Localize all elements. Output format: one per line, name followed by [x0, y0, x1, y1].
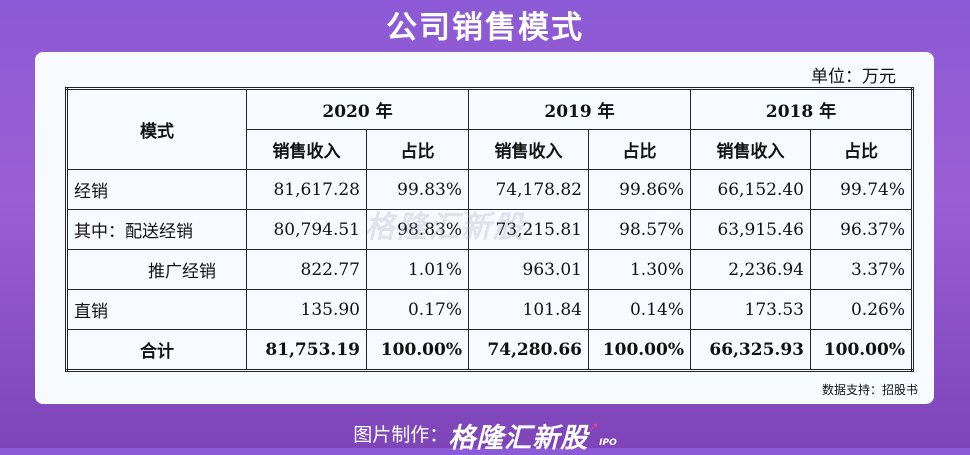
row-label: 合计: [66, 329, 247, 371]
page-title: 公司销售模式: [386, 10, 584, 46]
table-cell: 135.90: [246, 289, 367, 330]
row-label: 其中：配送经销: [66, 209, 247, 250]
table-cell: 2,236.94: [690, 249, 811, 290]
header-row-sub: 销售收入 占比 销售收入 占比 销售收入 占比: [67, 129, 913, 170]
brand-logo: 格隆汇新股: [448, 423, 589, 454]
table-cell: 98.83%: [366, 209, 469, 250]
row-label: 推广经销: [66, 249, 247, 290]
table-cell: 101.84: [468, 289, 589, 330]
ratio-header: 占比: [588, 129, 691, 170]
revenue-header: 销售收入: [468, 129, 589, 170]
year-header: 2020 年: [246, 88, 469, 130]
table-cell: 99.74%: [810, 169, 913, 210]
table-cell: 1.01%: [366, 249, 469, 290]
row-label: 直销: [66, 289, 247, 330]
table-cell: 1.30%: [588, 249, 691, 290]
table-cell: 0.26%: [810, 289, 913, 330]
table-cell: 98.57%: [588, 209, 691, 250]
table-cell: 74,280.66: [468, 329, 589, 371]
table-cell: 100.00%: [588, 329, 691, 371]
table-cell: 99.83%: [366, 169, 469, 210]
table-cell: 0.17%: [366, 289, 469, 330]
table-cell: 66,325.93: [690, 329, 811, 371]
table-cell: 81,617.28: [246, 169, 367, 210]
table-row: 推广经销 822.77 1.01% 963.01 1.30% 2,236.94 …: [66, 249, 913, 290]
mode-header: 模式: [66, 88, 247, 170]
year-header: 2019 年: [468, 88, 691, 130]
table-cell: 74,178.82: [468, 169, 589, 210]
table-cell: 173.53: [690, 289, 811, 330]
table-row: 直销 135.90 0.17% 101.84 0.14% 173.53 0.26…: [66, 289, 913, 330]
arrow-icon: ➚: [588, 420, 600, 435]
table-cell: 73,215.81: [468, 209, 589, 250]
table-cell: 81,753.19: [246, 329, 367, 371]
footer-credit: 图片制作：格隆汇新股➚ IPO: [0, 416, 970, 455]
table-cell: 0.14%: [588, 289, 691, 330]
revenue-header: 销售收入: [246, 129, 367, 170]
table-cell: 96.37%: [810, 209, 913, 250]
table-cell: 100.00%: [366, 329, 469, 371]
unit-label: 单位：万元: [811, 67, 896, 87]
ratio-header: 占比: [366, 129, 469, 170]
year-header: 2018 年: [690, 88, 913, 130]
table-cell: 822.77: [246, 249, 367, 290]
row-label: 经销: [66, 169, 247, 210]
table-row: 经销 81,617.28 99.83% 74,178.82 99.86% 66,…: [66, 169, 913, 210]
table-row: 其中：配送经销 80,794.51 98.83% 73,215.81 98.57…: [66, 209, 913, 250]
table-cell: 100.00%: [810, 329, 913, 371]
table-cell: 66,152.40: [690, 169, 811, 210]
ratio-header: 占比: [810, 129, 913, 170]
header-row-years: 模式 2020 年 2019 年 2018 年: [66, 88, 913, 170]
table-cell: 63,915.46: [690, 209, 811, 250]
table-cell: 3.37%: [810, 249, 913, 290]
source-note: 数据支持：招股书: [821, 383, 918, 397]
table-cell: 80,794.51: [246, 209, 367, 250]
sales-mode-table: 模式 2020 年 2019 年 2018 年 销售收入 占比 销售收入 占比 …: [65, 87, 914, 372]
table-cell: 99.86%: [588, 169, 691, 210]
revenue-header: 销售收入: [690, 129, 811, 170]
table-card: 单位：万元 模式 2020 年 2019 年 2018 年 销售收入 占比 销售…: [35, 52, 934, 404]
footer-prefix: 图片制作：: [353, 424, 449, 446]
brand-sub: IPO: [599, 438, 617, 448]
total-row: 合计 81,753.19 100.00% 74,280.66 100.00% 6…: [66, 329, 913, 371]
table-cell: 963.01: [468, 249, 589, 290]
